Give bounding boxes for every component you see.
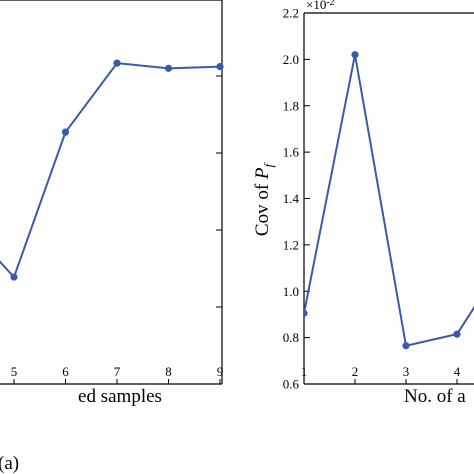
right-x-tick-label: 3	[403, 364, 410, 379]
left-x-tick-label: 6	[62, 364, 69, 379]
right-x-tick-label: 2	[352, 364, 359, 379]
panel-label: (a)	[0, 453, 19, 474]
right-x-tick-label: 1	[301, 364, 308, 379]
right-y-axis-label: Cov of Pf	[252, 162, 276, 237]
left-data-point	[216, 63, 224, 71]
right-y-tick-label: 2.0	[283, 52, 299, 67]
left-series	[0, 59, 224, 281]
right-y-tick-label: 0.6	[283, 377, 300, 392]
left-data-point	[61, 128, 70, 136]
left-data-point	[10, 273, 18, 281]
right-y-tick-label: 1.6	[283, 145, 300, 160]
left-data-point	[164, 64, 173, 72]
left-chart: 5 6 7 8 9 ed samples	[0, 0, 224, 407]
right-y-tick-label: 1.8	[283, 98, 299, 113]
left-x-tick-label: 9	[217, 364, 224, 379]
right-chart: 0.6 0.8 1.0 1.2 1.4 1.6 1.8 2.0 2.2 1 2 3 4 ×10-2 C…	[252, 0, 474, 407]
right-x-tick-label: 4	[454, 364, 461, 379]
left-data-point	[113, 59, 121, 67]
right-y-tick-label: 0.8	[283, 330, 299, 345]
right-exponent: ×10-2	[306, 0, 335, 12]
right-data-point	[304, 309, 308, 317]
right-x-axis-label: No. of a	[404, 386, 466, 407]
right-y-ticks: 0.6 0.8 1.0 1.2 1.4 1.6 1.8 2.0 2.2	[283, 6, 310, 392]
left-x-ticks: 5 6 7 8 9	[11, 364, 224, 384]
right-y-tick-label: 1.0	[283, 284, 299, 299]
left-x-axis-label: ed samples	[78, 386, 162, 407]
right-y-tick-label: 1.2	[283, 237, 299, 252]
right-series	[304, 51, 474, 350]
right-x-ticks: 1 2 3 4	[301, 364, 461, 384]
right-y-tick-label: 2.2	[283, 6, 299, 21]
right-data-point	[453, 330, 461, 338]
left-x-tick-label: 8	[165, 364, 172, 379]
right-data-point	[402, 342, 410, 350]
left-series-line	[0, 62, 221, 279]
right-data-point	[351, 51, 359, 59]
right-series-line	[304, 54, 474, 347]
left-right-ticks	[216, 75, 222, 385]
left-x-tick-label: 5	[11, 364, 18, 379]
right-y-tick-label: 1.4	[283, 191, 300, 206]
left-x-tick-label: 7	[114, 364, 121, 379]
